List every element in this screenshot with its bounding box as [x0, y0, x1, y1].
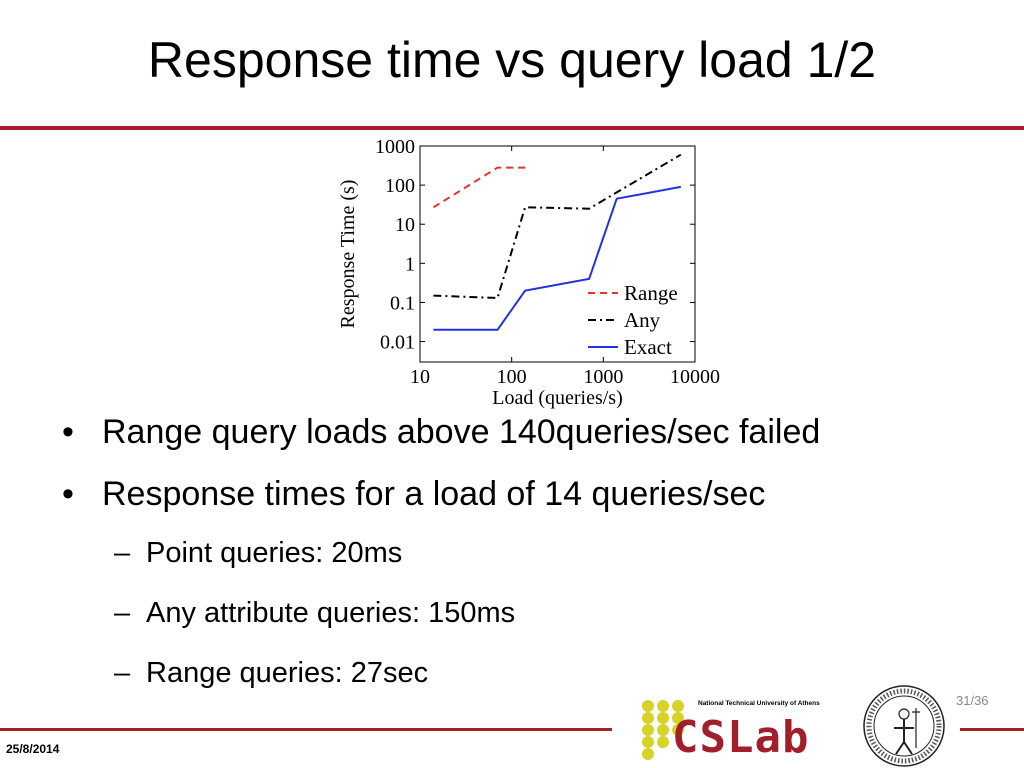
logo-dot — [657, 700, 669, 712]
y-tick-label: 0.01 — [380, 332, 415, 354]
slide-title: Response time vs query load 1/2 — [147, 32, 877, 88]
y-tick-label: 10 — [395, 214, 415, 236]
logo-dot — [672, 724, 684, 736]
footer-divider-right — [960, 728, 1024, 731]
sub-bullet-text: Range queries: 27sec — [146, 657, 429, 689]
logo-dot — [657, 724, 669, 736]
logo-dot — [642, 748, 654, 760]
bullet-text: Range query loads above 140queries/sec f… — [102, 413, 821, 451]
slide-date: 25/8/2014 — [6, 742, 60, 756]
y-tick-label: 1000 — [375, 136, 415, 158]
page-number: 31/36 — [956, 693, 989, 708]
sub-bullet-dash: – — [114, 537, 131, 569]
response-time-chart: 0.01 0.1 1 10 100 1000 10 100 1000 10000 Load (que… — [330, 130, 730, 412]
logo-dots-icon — [642, 698, 698, 760]
legend-label: Any — [624, 308, 661, 332]
plot-frame — [419, 145, 696, 363]
logo-dot — [672, 712, 684, 724]
series-line-any — [433, 153, 682, 300]
bullet-item: • Range query loads above 140queries/sec… — [62, 412, 1012, 452]
x-axis-label: Load (queries/s) — [492, 387, 623, 409]
x-tick-label: 10 — [410, 366, 430, 388]
bullet-dot: • — [62, 475, 74, 513]
sub-bullet-dash: – — [114, 597, 131, 629]
title-divider — [0, 126, 1024, 130]
x-tick-label: 10000 — [670, 366, 720, 388]
cslab-logo: National Technical University of Athens … — [642, 698, 852, 763]
sub-bullet-dash: – — [114, 657, 131, 689]
series-line-exact — [433, 185, 681, 331]
logo-dot — [657, 712, 669, 724]
bullet-dot: • — [62, 413, 74, 451]
logo-dot — [642, 712, 654, 724]
y-tick-label: 1 — [405, 253, 415, 275]
logo-dot — [642, 700, 654, 712]
bullet-text: Response times for a load of 14 queries/… — [102, 475, 766, 513]
y-axis-label: Response Time (s) — [337, 180, 359, 329]
bullet-list: • Range query loads above 140queries/sec… — [62, 412, 1012, 716]
x-tick-label: 1000 — [583, 366, 623, 388]
logo-dot — [642, 724, 654, 736]
legend-label: Exact — [624, 335, 672, 359]
bullet-item: • Response times for a load of 14 querie… — [62, 474, 1012, 514]
university-seal-icon — [863, 685, 945, 767]
sub-bullet-item: – Point queries: 20ms — [62, 536, 1012, 570]
logo-dot — [642, 736, 654, 748]
sub-bullet-text: Any attribute queries: 150ms — [146, 597, 516, 629]
logo-dot — [657, 736, 669, 748]
legend-label: Range — [624, 281, 678, 305]
y-tick-label: 0.1 — [390, 292, 415, 314]
sub-bullet-text: Point queries: 20ms — [146, 537, 403, 569]
logo-dot — [672, 700, 684, 712]
footer-divider-left — [0, 728, 612, 731]
sub-bullet-item: – Any attribute queries: 150ms — [62, 596, 1012, 630]
logo-name: CSLab — [672, 712, 810, 763]
y-tick-label: 100 — [385, 175, 415, 197]
x-tick-label: 100 — [497, 366, 527, 388]
chart-svg: 0.01 0.1 1 10 100 1000 10 100 1000 10000 Load (que… — [337, 136, 720, 409]
logo-university: National Technical University of Athens — [698, 700, 820, 707]
sub-bullet-item: – Range queries: 27sec — [62, 656, 1012, 690]
series-line-range — [432, 166, 526, 209]
